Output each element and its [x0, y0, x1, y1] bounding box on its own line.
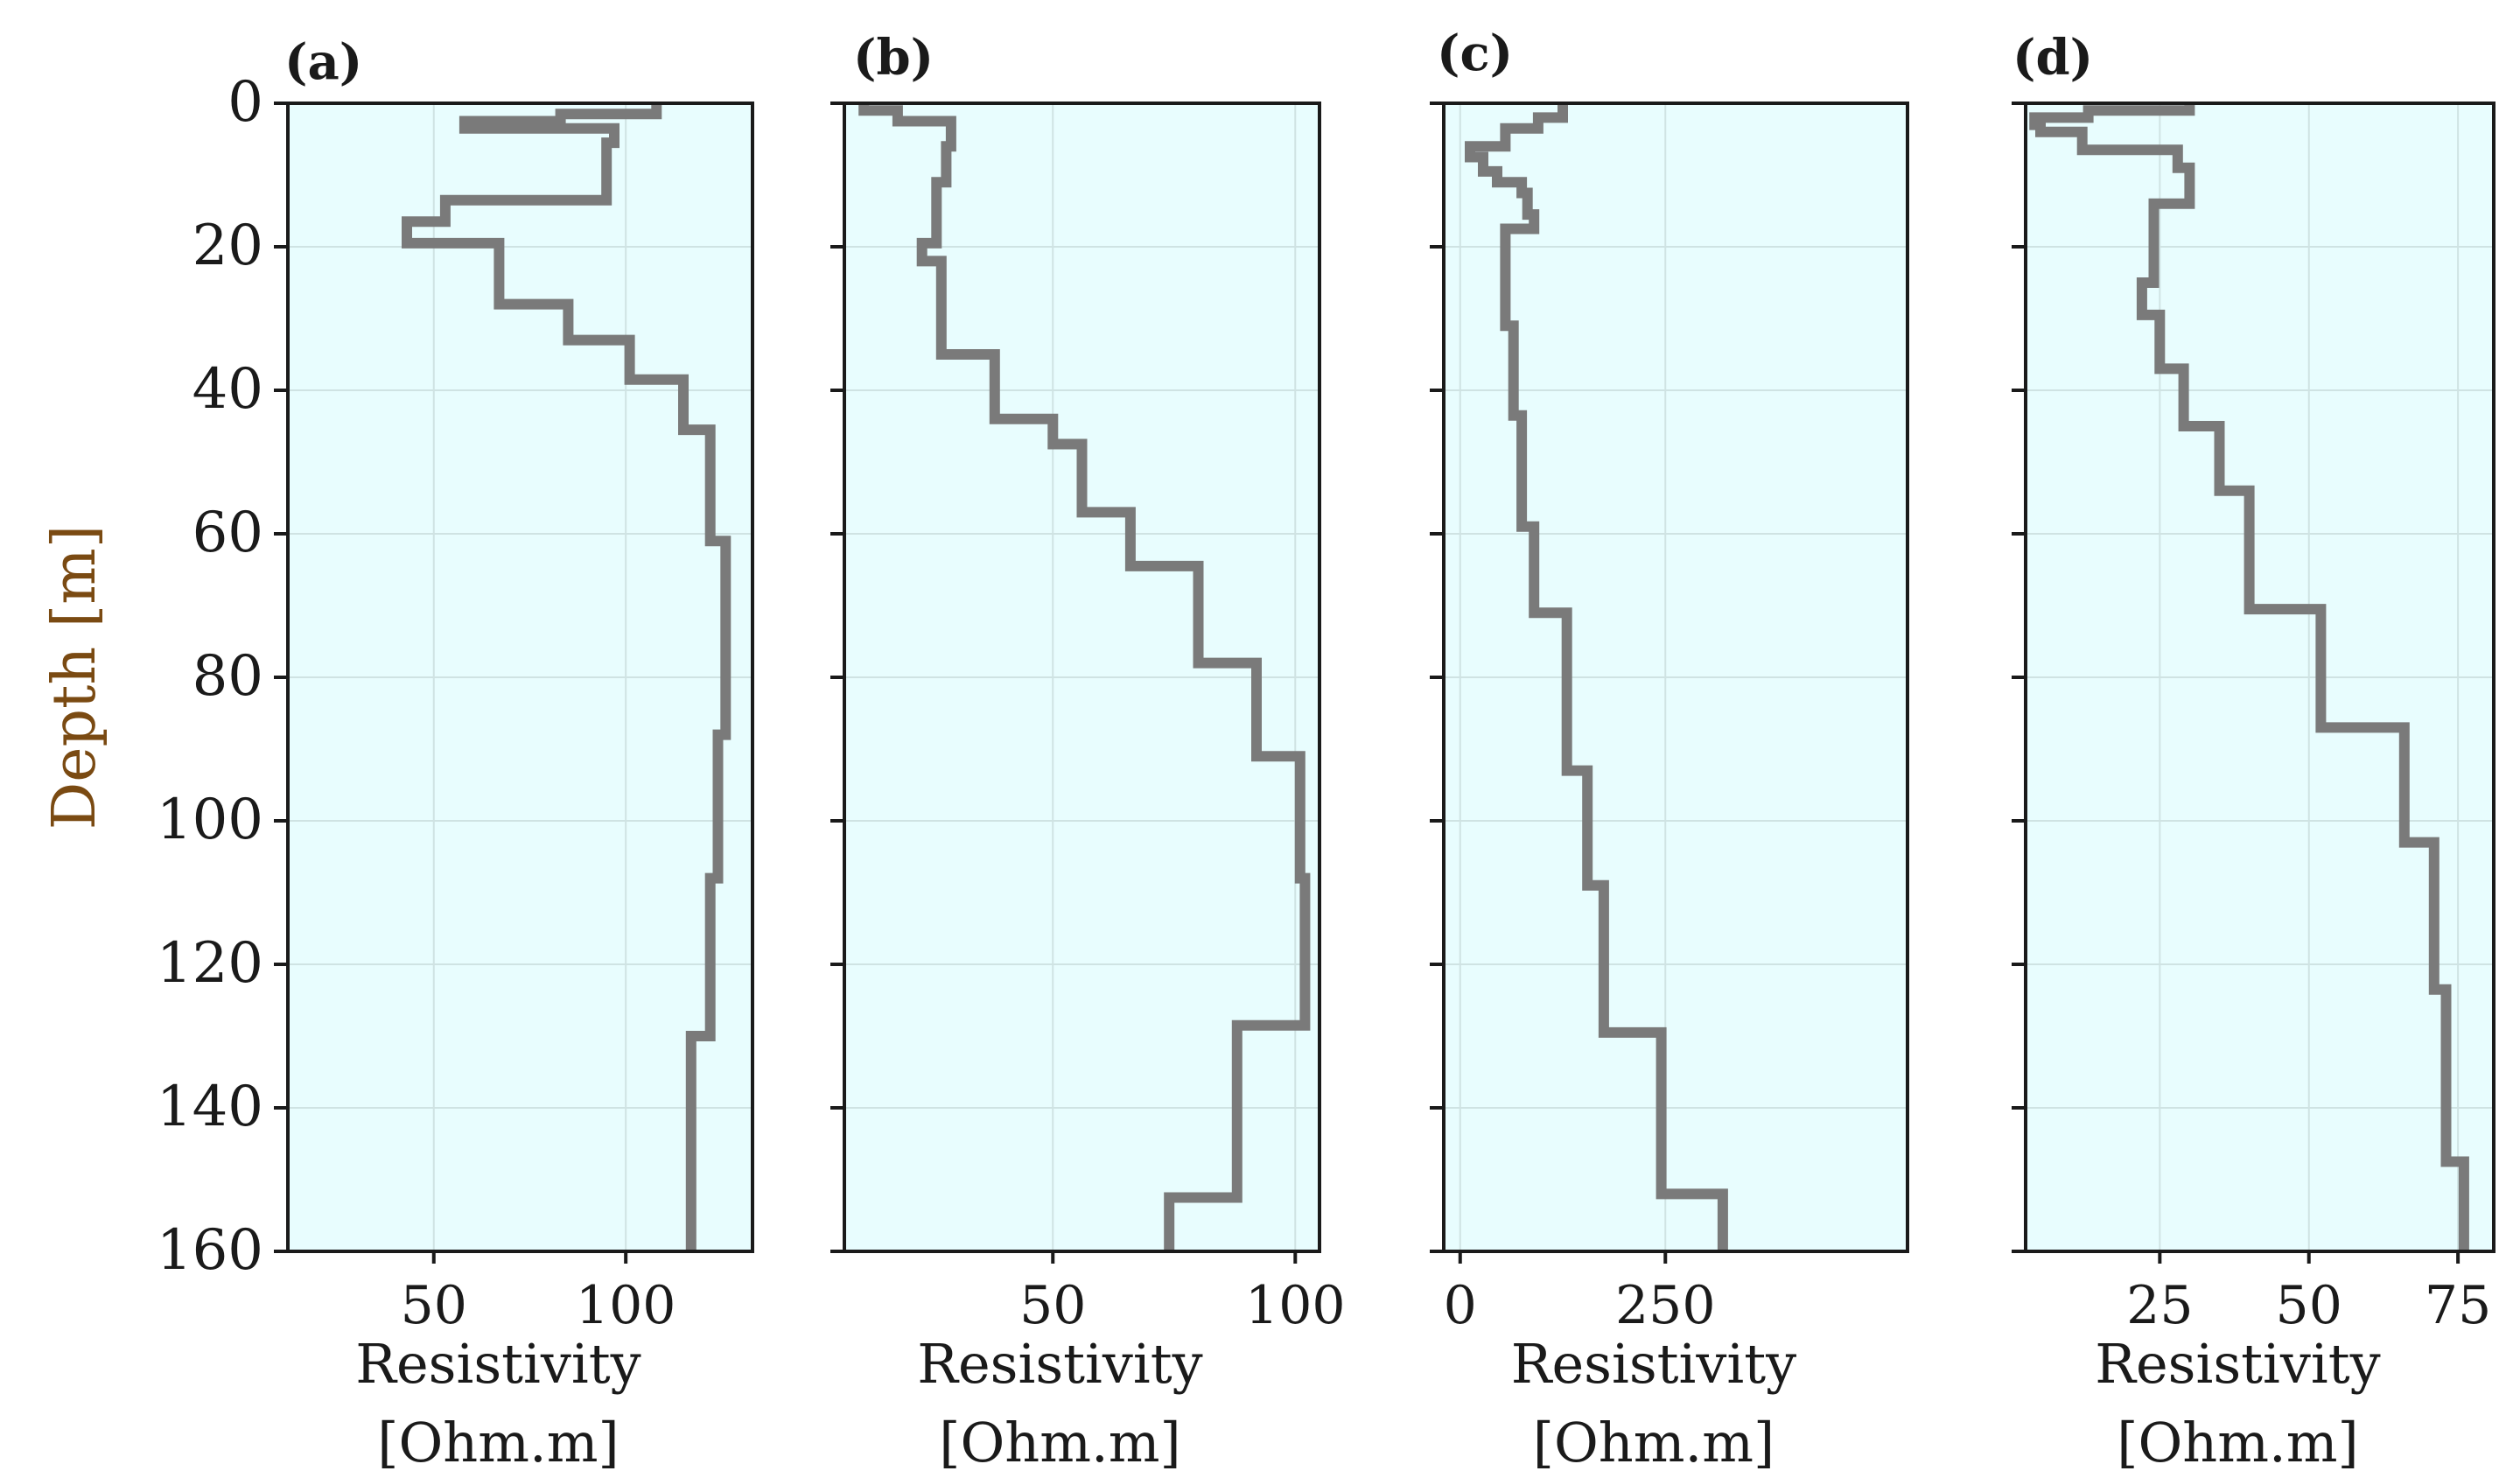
resistivity-curve — [1465, 103, 1728, 1251]
x-axis-unit-label: [Ohm.m] — [939, 1411, 1180, 1474]
resistivity-curve — [402, 103, 732, 1251]
x-axis-unit-label: [Ohm.m] — [377, 1411, 619, 1474]
y-tick-label: 60 — [192, 501, 263, 565]
x-axis-label: Resistivity — [355, 1332, 640, 1396]
x-axis-label: Resistivity — [2095, 1332, 2380, 1396]
panel-label: (a) — [284, 33, 362, 91]
y-tick-label: 40 — [192, 357, 263, 422]
x-tick-label: 100 — [1245, 1275, 1346, 1336]
x-axis-label: Resistivity — [1511, 1332, 1796, 1396]
y-tick-label: 0 — [228, 70, 263, 135]
y-axis-label: Depth [m] — [40, 525, 109, 830]
x-axis-label: Resistivity — [917, 1332, 1202, 1396]
y-tick-label: 160 — [157, 1218, 263, 1283]
x-tick-label: 50 — [401, 1275, 467, 1336]
x-tick-label: 50 — [1019, 1275, 1086, 1336]
x-tick-label: 100 — [576, 1275, 676, 1336]
panel-label: (b) — [853, 29, 934, 87]
x-tick-label: 0 — [1444, 1275, 1477, 1336]
x-tick-label: 25 — [2126, 1275, 2193, 1336]
y-tick-label: 80 — [192, 644, 263, 709]
resistivity-curve — [858, 103, 1311, 1251]
panel-b: 50 100 Resistivity [Ohm.m] (b) — [830, 29, 1346, 1474]
x-tick-label: 50 — [2276, 1275, 2342, 1336]
y-tick-label: 100 — [157, 788, 263, 852]
x-tick-label: 75 — [2425, 1275, 2491, 1336]
x-axis-unit-label: [Ohm.m] — [1533, 1411, 1774, 1474]
panel-d: 25 50 75 Resistivity [Ohm.m] (d) — [2012, 29, 2496, 1474]
x-tick-label: 250 — [1615, 1275, 1716, 1336]
y-tick-label: 120 — [157, 931, 263, 996]
resistivity-curve — [2029, 103, 2469, 1251]
panel-label: (d) — [2012, 29, 2093, 87]
y-tick-label: 140 — [157, 1075, 263, 1139]
panel-label: (c) — [1437, 25, 1513, 82]
y-tick-label: 20 — [192, 214, 263, 278]
x-axis-unit-label: [Ohm.m] — [2117, 1411, 2358, 1474]
